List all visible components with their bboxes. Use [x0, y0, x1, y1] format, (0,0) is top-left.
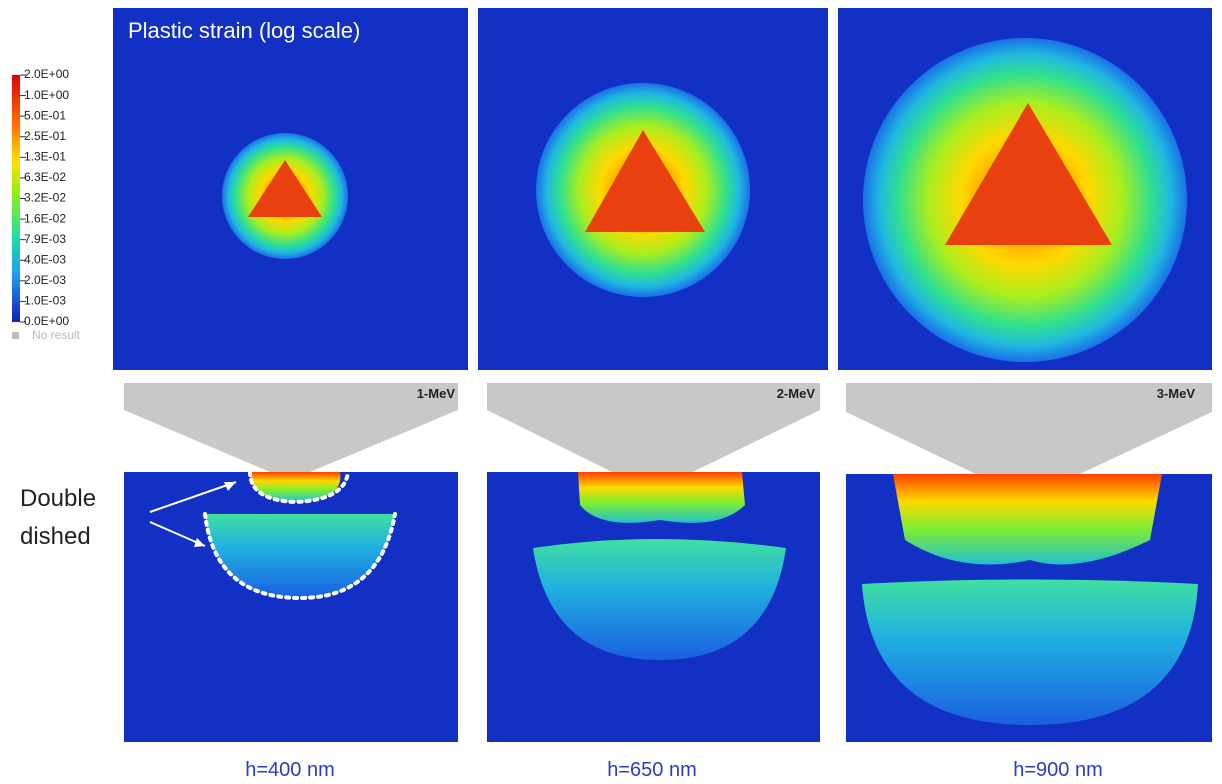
no-result: No result [32, 328, 81, 342]
height-label: h=900 nm [1013, 759, 1103, 781]
legend: 2.0E+00 1.0E+00 5.0E-01 2.5E-01 1.3E-01 6.3E-… [20, 67, 69, 328]
energy-label: 2-MeV [777, 386, 816, 401]
annotation: Double [20, 485, 96, 512]
strain-zone [893, 474, 1162, 565]
annotation: dished [20, 523, 91, 550]
legend-label: 5.0E-01 [24, 108, 66, 122]
energy-label: 3-MeV [1157, 386, 1196, 401]
legend-label: 2.0E+00 [24, 67, 69, 81]
legend-label: 1.0E+00 [24, 88, 69, 102]
legend-label: 7.9E-03 [24, 232, 66, 246]
legend-label: 4.0E-03 [24, 252, 66, 266]
panel [124, 472, 458, 742]
legend-label: 1.6E-02 [24, 211, 66, 225]
height-label: h=400 nm [245, 759, 335, 781]
color-bar [12, 75, 20, 322]
indenter [124, 383, 458, 472]
legend-label: 1.0E-03 [24, 294, 66, 308]
legend-label: 6.3E-02 [24, 170, 66, 184]
legend-label: 2.0E-03 [24, 273, 66, 287]
legend-label: 3.2E-02 [24, 191, 66, 205]
indenter [487, 383, 820, 482]
figure: Plastic strain (log scale) No result 2.0… [0, 0, 1222, 784]
legend-label: 1.3E-01 [24, 150, 66, 164]
legend-label: 0.0E+00 [24, 314, 69, 328]
legend-label: 2.5E-01 [24, 129, 66, 143]
height-label: h=650 nm [607, 759, 697, 781]
no-result-swatch [12, 332, 19, 339]
energy-label: 1-MeV [417, 386, 456, 401]
strain-zone [578, 472, 745, 523]
title: Plastic strain (log scale) [128, 18, 360, 43]
